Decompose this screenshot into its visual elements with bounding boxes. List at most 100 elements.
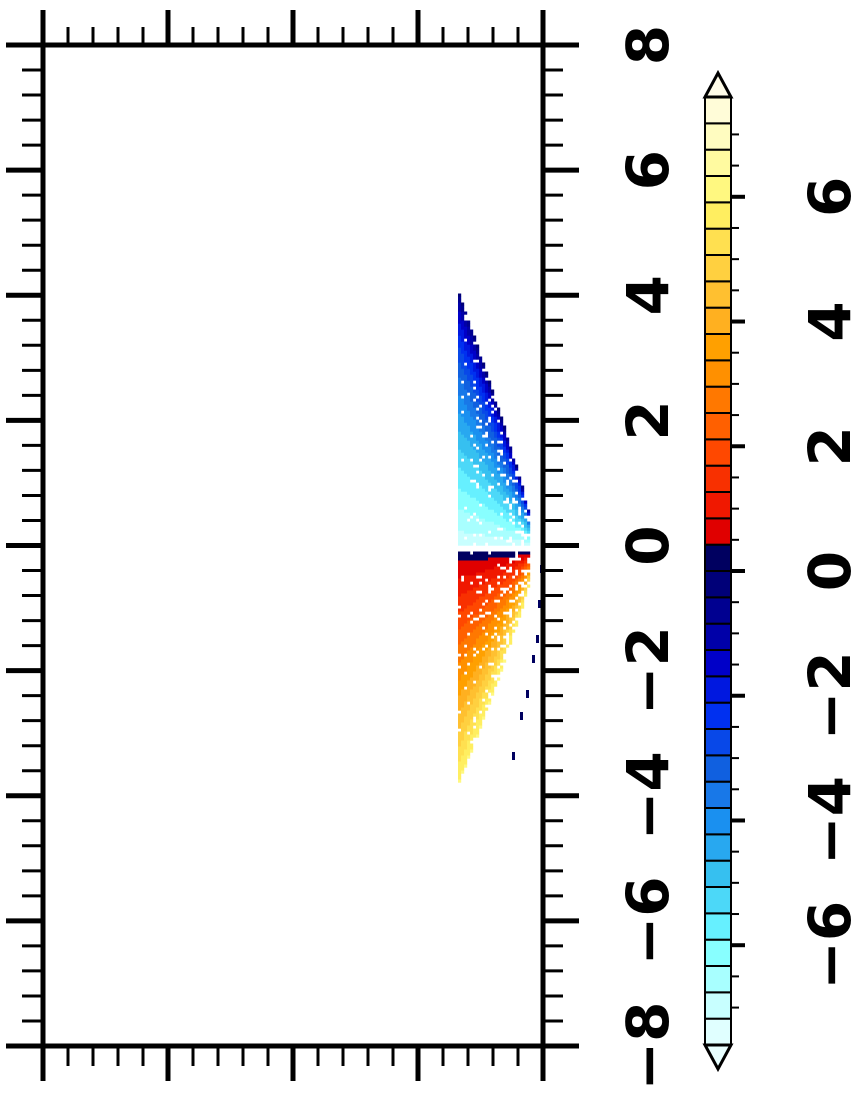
heatmap-cell xyxy=(497,572,501,576)
heatmap-cell xyxy=(476,521,480,525)
heatmap-cell xyxy=(485,557,489,561)
heatmap-cell xyxy=(494,563,498,567)
heatmap-cell xyxy=(464,404,468,408)
heatmap-cell xyxy=(467,332,471,336)
heatmap-cell xyxy=(506,614,510,618)
heatmap-cell xyxy=(500,620,504,624)
heatmap-cell xyxy=(470,659,474,663)
heatmap-cell xyxy=(482,506,486,510)
heatmap-cell xyxy=(476,644,480,648)
heatmap-cell xyxy=(470,617,474,621)
heatmap-cell xyxy=(494,425,498,429)
heatmap-cell xyxy=(467,716,471,720)
heatmap-cell xyxy=(518,554,522,558)
heatmap-cell xyxy=(515,509,519,513)
heatmap-cell xyxy=(476,539,480,543)
heatmap-cell xyxy=(485,692,489,696)
heatmap-cell xyxy=(503,527,507,531)
heatmap-cell xyxy=(464,629,468,633)
heatmap-cell xyxy=(485,560,489,564)
heatmap-cell xyxy=(482,383,486,387)
heatmap-cell xyxy=(458,581,462,585)
heatmap-cell xyxy=(476,587,480,591)
heatmap-cell xyxy=(506,581,510,585)
heatmap-cell xyxy=(497,518,501,522)
heatmap-cell xyxy=(470,368,474,372)
heatmap-cell xyxy=(509,572,513,576)
heatmap-cell xyxy=(491,461,495,465)
heatmap-cell xyxy=(521,494,525,498)
heatmap-cell xyxy=(512,581,516,585)
heatmap-cell xyxy=(497,653,501,657)
heatmap-cell xyxy=(476,353,480,357)
heatmap-cell xyxy=(467,725,471,729)
heatmap-cell xyxy=(464,734,468,738)
heatmap-cell xyxy=(470,509,474,513)
heatmap-cell xyxy=(512,533,516,537)
heatmap-cell xyxy=(503,503,507,507)
heatmap-cell xyxy=(485,449,489,453)
axis-tick-label: −8 xyxy=(614,1002,682,1091)
heatmap-cell xyxy=(485,698,489,702)
heatmap-cell xyxy=(464,377,468,381)
heatmap-cell xyxy=(488,605,492,609)
heatmap-cell xyxy=(503,617,507,621)
heatmap-cell xyxy=(491,686,495,690)
heatmap-cell xyxy=(458,509,462,513)
heatmap-cell xyxy=(485,686,489,690)
heatmap-cell xyxy=(476,386,480,390)
heatmap-cell xyxy=(467,539,471,543)
heatmap-cell xyxy=(497,587,501,591)
heatmap-cell xyxy=(482,488,486,492)
heatmap-cell xyxy=(476,623,480,627)
heatmap-cell xyxy=(470,593,474,597)
heatmap-cell xyxy=(515,605,519,609)
heatmap-cell xyxy=(500,446,504,450)
heatmap-cell xyxy=(500,488,504,492)
heatmap-cell xyxy=(482,596,486,600)
heatmap-cell xyxy=(464,332,468,336)
heatmap-cell xyxy=(461,377,465,381)
heatmap-cell xyxy=(473,377,477,381)
heatmap-cell xyxy=(470,521,474,525)
heatmap-cell xyxy=(488,677,492,681)
heatmap-cell xyxy=(470,599,474,603)
colorbar-swatch xyxy=(704,596,732,625)
heatmap-cell xyxy=(458,638,462,642)
heatmap-cell xyxy=(467,338,471,342)
heatmap-cell xyxy=(500,581,504,585)
heatmap-cell xyxy=(470,380,474,384)
heatmap-cell xyxy=(479,563,483,567)
heatmap-cell xyxy=(461,314,465,318)
heatmap-cell xyxy=(461,359,465,363)
heatmap-cell xyxy=(497,584,501,588)
heatmap-cell xyxy=(491,437,495,441)
heatmap-cell xyxy=(515,476,519,480)
heatmap-cell xyxy=(461,332,465,336)
heatmap-cell xyxy=(479,467,483,471)
heatmap-cell xyxy=(467,713,471,717)
heatmap-cell xyxy=(491,452,495,456)
heatmap-cell xyxy=(476,374,480,378)
heatmap-cell xyxy=(488,476,492,480)
heatmap-cell xyxy=(494,476,498,480)
heatmap-cell xyxy=(470,662,474,666)
heatmap-cell xyxy=(473,482,477,486)
heatmap-cell xyxy=(524,563,528,567)
heatmap-cell xyxy=(497,677,501,681)
heatmap-cell xyxy=(491,389,495,393)
heatmap-cell xyxy=(497,512,501,516)
heatmap-cell xyxy=(461,671,465,675)
heatmap-cell xyxy=(518,497,522,501)
heatmap-cell xyxy=(488,602,492,606)
heatmap-cell xyxy=(506,533,510,537)
heatmap-cell xyxy=(461,506,465,510)
heatmap-cell xyxy=(518,572,522,576)
heatmap-cell xyxy=(488,557,492,561)
heatmap-cell xyxy=(500,647,504,651)
heatmap-cell xyxy=(482,650,486,654)
heatmap-cell xyxy=(485,461,489,465)
heatmap-cell xyxy=(458,539,462,543)
heatmap-cell xyxy=(470,698,474,702)
axis-tick-label: −6 xyxy=(614,876,682,965)
